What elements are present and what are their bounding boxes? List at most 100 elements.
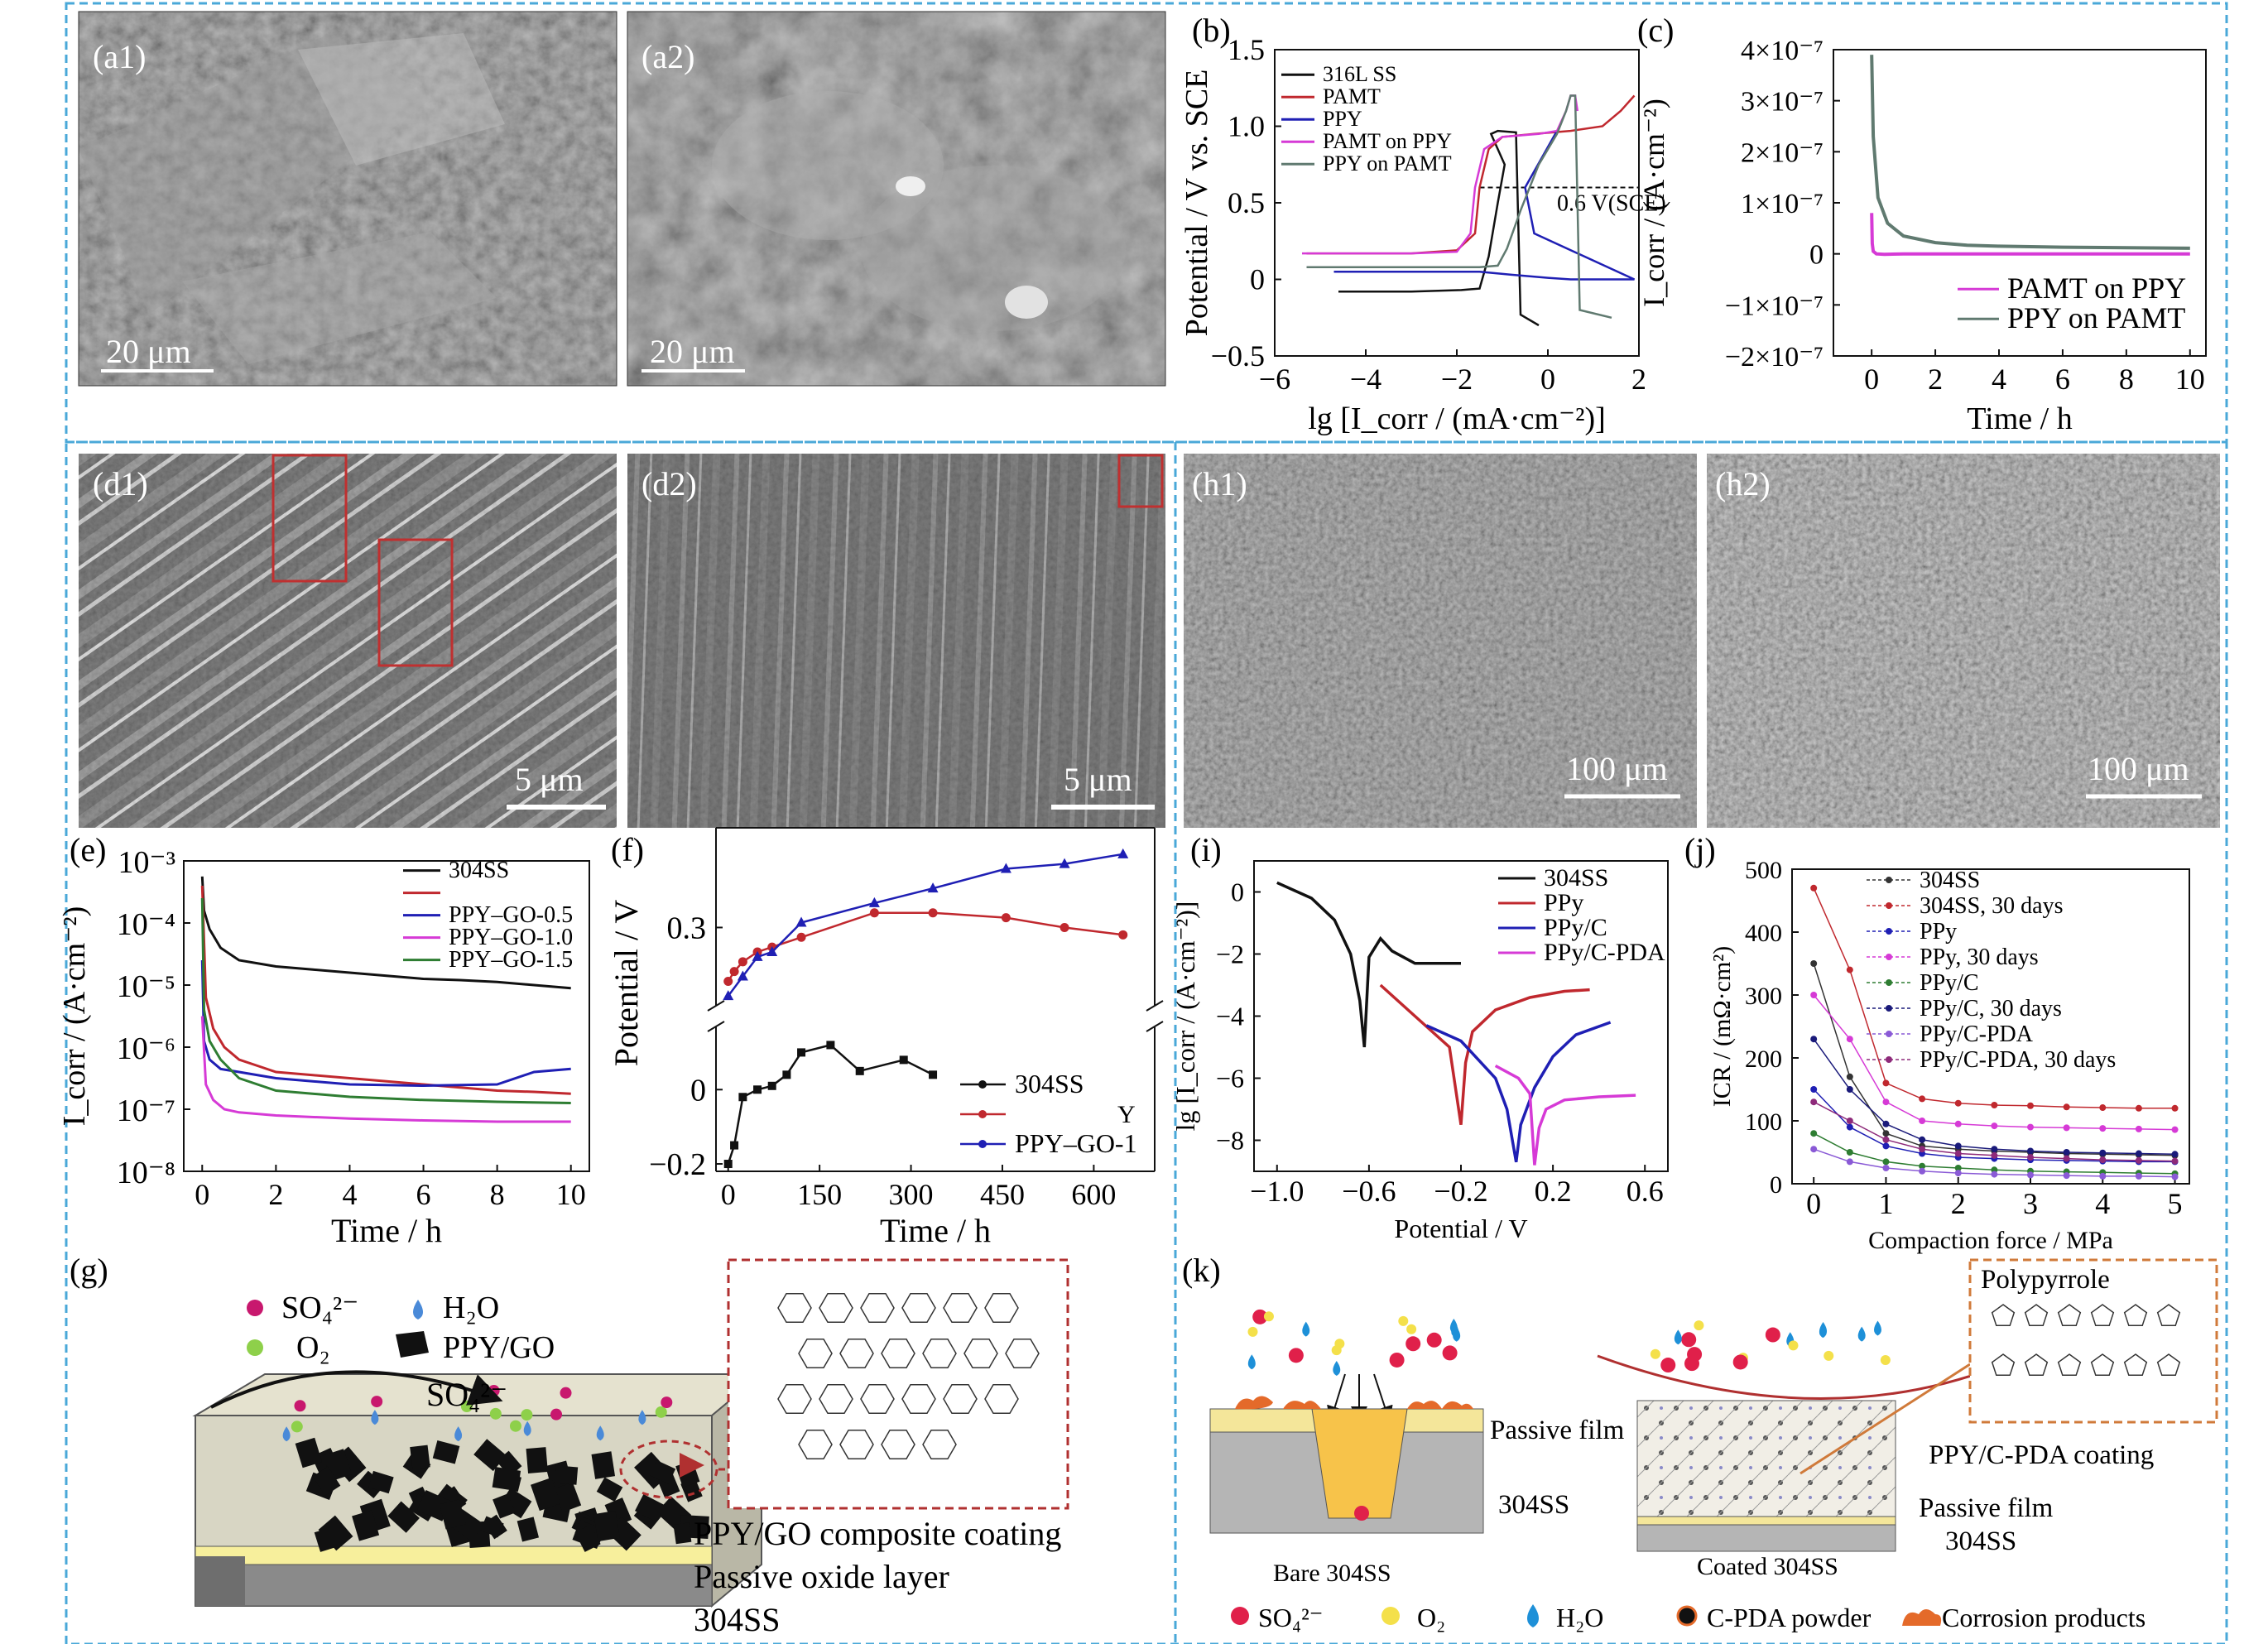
ion [1451,1322,1459,1338]
x-tick-label: 5 [2168,1187,2183,1220]
ion [1398,1315,1409,1326]
y-tick-label: −1×10⁻⁷ [1725,291,1824,321]
legend-marker [1886,928,1892,935]
y-tick-label: 1.5 [1228,33,1265,66]
series-line [1870,55,2190,250]
pyrrole-ring [2024,1353,2049,1377]
y-tick-label: 100 [1745,1108,1782,1136]
panel-label-k: (k) [1182,1252,1221,1289]
water-drop [638,1410,646,1425]
panel-label-d2: (d2) [641,465,697,502]
data-point [2099,1104,2107,1112]
data-point [1882,1130,1890,1137]
legend-o2-k: O₂ [1417,1603,1445,1632]
data-point [1954,1150,1962,1157]
ion-dot [371,1396,383,1408]
pyrrole-ring [2057,1353,2082,1377]
repel-arc [1597,1354,2021,1400]
x-tick-label: 600 [1071,1178,1116,1211]
ion [1765,1327,1780,1343]
x-tick-label: 0 [195,1178,209,1211]
series-line [200,1016,571,1123]
pyrrole-ring [2090,1304,2115,1327]
x-axis-label: Time / h [1967,401,2072,436]
hexagon-ring [881,1338,915,1369]
data-point [1810,1086,1818,1093]
series-line [1333,130,1636,281]
data-point [1810,1146,1818,1153]
ion [1247,1354,1256,1370]
series-line [1379,983,1590,1126]
data-point [1882,1136,1890,1143]
x-tick-label: 0 [1864,363,1879,396]
x-tick-label: 300 [889,1178,934,1211]
pyrrole-ring [2090,1353,2115,1377]
series-line [1494,1064,1636,1166]
data-point [1810,1098,1818,1106]
x-tick-label: 2 [1928,363,1943,396]
data-point [2027,1171,2034,1179]
pyrrole-ring [2024,1304,2049,1327]
x-tick-label: 0.6 [1627,1175,1664,1208]
schematic-g: (g) SO₄²⁻ H₂O O₂ PPY/GO SO₄²⁻ PPY/GO com… [70,1252,1069,1638]
data-point [1846,1123,1853,1131]
data-point [2171,1157,2179,1165]
hexagon-ring [819,1383,853,1415]
x-tick-label: 0.2 [1535,1175,1572,1208]
data-point [2135,1104,2142,1112]
legend-entry: PPY [1323,107,1362,131]
legend-entry: PPY on PAMT [1323,151,1452,175]
chart-b: −6 −4 −2 0 2−0.500.51.01.50.6 V(SCE)316L SSP… [1180,33,1666,436]
data-point [2027,1123,2034,1131]
ion [1389,1352,1405,1368]
x-tick-label: 2 [1631,363,1646,396]
hexagon-ring [881,1429,915,1460]
hexagon-ring [777,1383,812,1415]
data-point [1882,1142,1890,1150]
data-point [869,908,879,918]
y-tick-label: 0 [1231,877,1244,907]
x-tick-label: 2 [268,1178,283,1211]
ion [1247,1326,1258,1337]
data-point [1846,1036,1853,1043]
data-point [1059,858,1070,868]
x-tick-label: 0 [721,1178,736,1211]
data-point [1991,1102,1998,1108]
y-tick-label: 1×10⁻⁷ [1741,189,1824,219]
legend-marker [1886,979,1892,986]
data-point [797,1048,806,1057]
ppygo-flake [574,1524,601,1552]
data-point [2099,1149,2107,1156]
data-point [1991,1151,1998,1159]
legend-entry: 304SS, 30 days [1920,893,2063,919]
y-tick-label: 500 [1745,857,1782,884]
legend-entry: 304SS [1544,864,1608,892]
schematic-k: (k) Passive film 304SS Bare 304SS Coated… [1182,1252,2218,1632]
hexagon-ring [943,1383,978,1415]
sem-a1: (a1) 20 μm [78,11,617,387]
ion-dot [489,1407,502,1420]
data-point [1954,1099,1962,1107]
ppygo-flake [368,1470,394,1494]
ppygo-flake [318,1515,353,1551]
data-point [1919,1167,1926,1175]
data-point [1882,1158,1890,1166]
y-tick-label: −2×10⁻⁷ [1725,342,1824,373]
ppygo-flake [593,1510,620,1542]
data-point [1954,1165,1962,1171]
data-point [795,916,807,927]
chart-c: 0 2 4 6 8 10 4×10⁻⁷ 3×10⁻⁷ 2×10⁻⁷ 1×10⁻⁷ 0 −1×10⁻⁷ −… [1637,36,2207,436]
legend-entry: 316L SS [1323,62,1396,86]
ion [1333,1360,1341,1376]
sem-d1: (d1) 5 μm [79,454,617,828]
ppygo-flake [591,1451,616,1479]
legend-entry: PAMT on PPY [2007,272,2186,305]
data-point [1846,966,1853,973]
y-axis-label: I_corr / (A·cm⁻²) [57,906,92,1127]
data-point [1919,1146,1926,1153]
o2-legend-icon [247,1339,263,1356]
data-point [737,970,748,981]
legend-entry: 304SS [1920,868,1980,893]
highlight-box-2 [377,538,454,667]
